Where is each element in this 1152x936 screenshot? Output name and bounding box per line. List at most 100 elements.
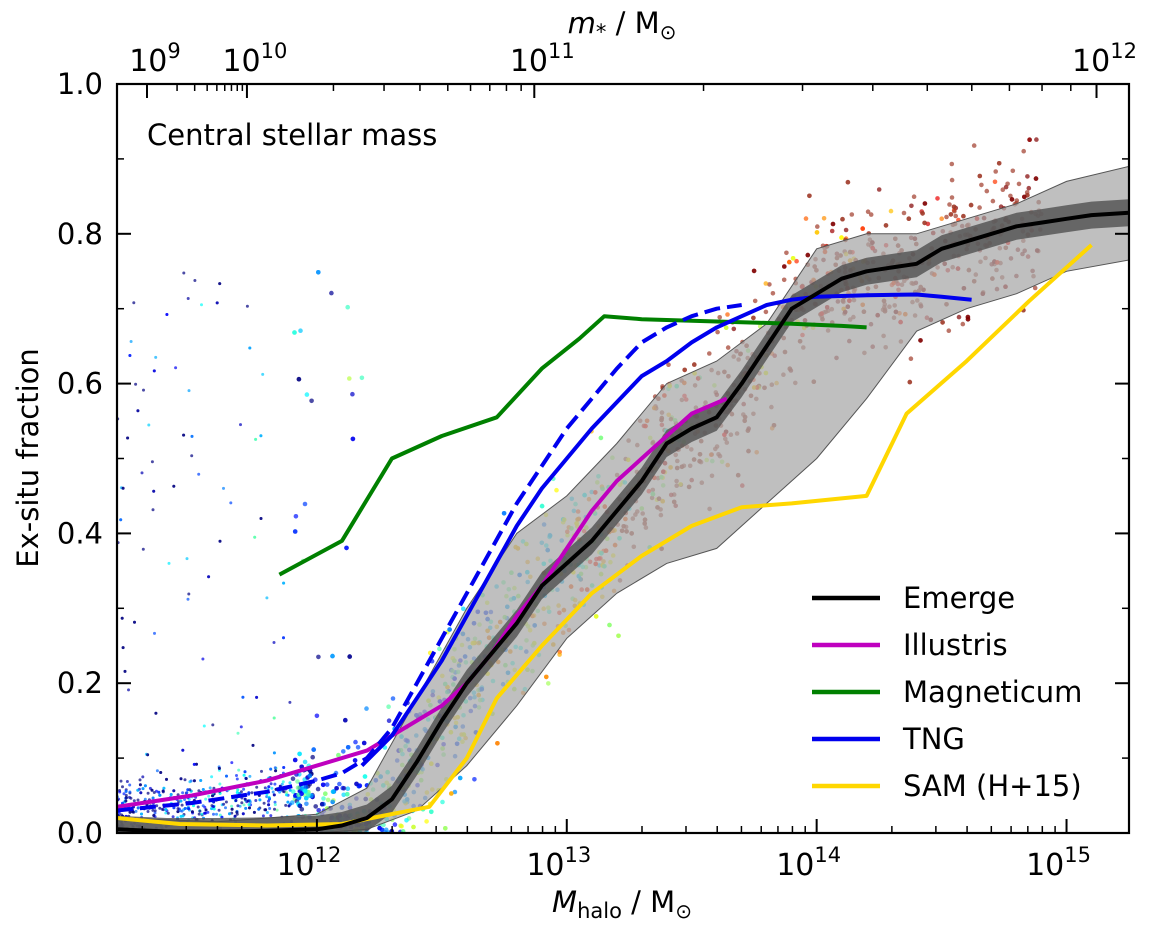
- scatter-point: [845, 179, 851, 185]
- scatter-point: [940, 320, 945, 325]
- scatter-point: [248, 774, 252, 778]
- scatter-point: [949, 177, 955, 183]
- scatter-point: [593, 614, 599, 619]
- scatter-point: [501, 511, 507, 516]
- scatter-point: [212, 812, 215, 816]
- scatter-point: [350, 391, 355, 397]
- scatter-point: [920, 211, 925, 216]
- scatter-point: [715, 329, 720, 335]
- scatter-point: [461, 606, 466, 612]
- scatter-point: [136, 806, 140, 810]
- tng-line: [360, 292, 972, 768]
- x-tick-label: 1013: [526, 843, 591, 883]
- scatter-point: [236, 804, 240, 808]
- scatter-point: [171, 815, 175, 819]
- scatter-point: [330, 789, 336, 794]
- scatter-point: [235, 774, 238, 777]
- scatter-point: [598, 435, 604, 441]
- scatter-point: [281, 780, 285, 784]
- scatter-point: [876, 187, 882, 192]
- scatter-point: [119, 779, 123, 783]
- scatter-point: [316, 654, 321, 660]
- scatter-point: [200, 812, 204, 816]
- scatter-point: [284, 803, 288, 807]
- top-axis-tick-labels: 109 1010 1011 1012: [129, 39, 1137, 79]
- scatter-point: [153, 809, 157, 813]
- scatter-point: [302, 759, 308, 765]
- scatter-point: [888, 208, 894, 214]
- scatter-point: [176, 810, 180, 814]
- scatter-point: [299, 791, 304, 796]
- scatter-point: [252, 810, 256, 814]
- legend-label: Emerge: [903, 581, 1015, 615]
- scatter-point: [273, 803, 277, 807]
- scatter-point: [122, 792, 126, 796]
- scatter-point: [134, 382, 138, 386]
- scatter-point: [271, 790, 275, 794]
- scatter-point: [136, 788, 140, 792]
- scatter-point: [947, 202, 952, 207]
- scatter-point: [751, 268, 757, 274]
- scatter-point: [240, 801, 244, 805]
- tng-dashed-line: [117, 303, 742, 813]
- scatter-point: [282, 766, 286, 769]
- scatter-point: [153, 631, 156, 635]
- scatter-point: [781, 277, 787, 283]
- scatter-point: [291, 789, 296, 794]
- scatter-point: [821, 216, 827, 221]
- scatter-point: [245, 304, 249, 308]
- scatter-point: [386, 704, 391, 709]
- scatter-point: [273, 782, 277, 786]
- legend-label: Magneticum: [903, 675, 1082, 709]
- scatter-point: [246, 799, 250, 803]
- scatter-point: [961, 213, 966, 219]
- scatter-point: [293, 514, 299, 519]
- scatter-point: [968, 202, 974, 208]
- scatter-point: [282, 581, 286, 585]
- scatter-point: [269, 767, 273, 771]
- scatter-point: [155, 789, 158, 793]
- scatter-point: [143, 784, 147, 788]
- scatter-point: [134, 809, 138, 813]
- scatter-point: [140, 471, 144, 475]
- scatter-point: [267, 785, 271, 789]
- scatter-point: [692, 362, 697, 367]
- scatter-point: [179, 799, 183, 803]
- scatter-point: [186, 597, 190, 601]
- scatter-point: [151, 808, 155, 812]
- scatter-point: [154, 711, 158, 715]
- scatter-point: [199, 779, 203, 782]
- scatter-point: [666, 362, 671, 368]
- scatter-point: [321, 796, 326, 801]
- scatter-point: [298, 328, 303, 334]
- scatter-point: [951, 204, 957, 210]
- scatter-point: [243, 797, 247, 801]
- emerge-scatter-bands: [117, 165, 1129, 833]
- scatter-point: [909, 203, 914, 209]
- scatter-point: [347, 376, 352, 381]
- scatter-point: [254, 799, 258, 802]
- scatter-point: [139, 791, 143, 795]
- scatter-point: [275, 808, 279, 812]
- scatter-point: [347, 654, 353, 659]
- scatter-point: [152, 791, 156, 794]
- scatter-point: [784, 250, 789, 256]
- scatter-point: [204, 808, 208, 812]
- scatter-point: [457, 775, 463, 781]
- scatter-point: [304, 392, 310, 397]
- scatter-point: [133, 620, 136, 624]
- x-tick-label: 1012: [276, 843, 341, 883]
- scatter-point: [281, 789, 285, 793]
- scatter-point: [282, 636, 285, 640]
- scatter-point: [176, 807, 180, 811]
- scatter-point: [440, 799, 445, 805]
- scatter-point: [273, 766, 277, 770]
- scatter-point: [319, 801, 325, 807]
- scatter-point: [272, 716, 276, 720]
- scatter-point: [242, 773, 246, 777]
- scatter-point: [182, 271, 186, 275]
- scatter-point: [151, 508, 155, 512]
- scatter-point: [190, 434, 194, 438]
- scatter-point: [230, 761, 234, 765]
- scatter-point: [224, 800, 228, 804]
